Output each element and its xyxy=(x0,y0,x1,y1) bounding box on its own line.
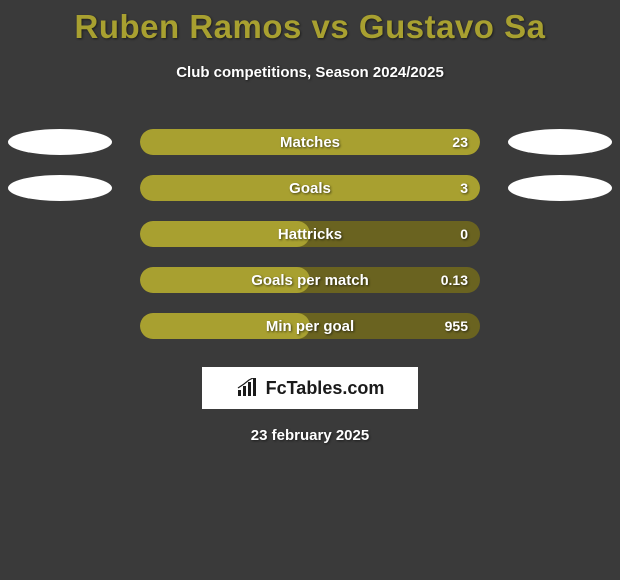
bar-track: Matches23 xyxy=(140,129,480,155)
stat-label: Hattricks xyxy=(140,221,480,247)
bar-track: Hattricks0 xyxy=(140,221,480,247)
date-label: 23 february 2025 xyxy=(0,427,620,444)
stat-value: 955 xyxy=(445,313,468,339)
logo-text: FcTables.com xyxy=(266,378,385,399)
bar-track: Goals per match0.13 xyxy=(140,267,480,293)
stat-row: Goals per match0.13 xyxy=(0,257,620,303)
stat-value: 0.13 xyxy=(441,267,468,293)
stat-value: 3 xyxy=(460,175,468,201)
left-ellipse xyxy=(8,129,112,155)
stat-label: Matches xyxy=(140,129,480,155)
chart-icon xyxy=(236,378,260,398)
stat-row: Goals3 xyxy=(0,165,620,211)
right-ellipse xyxy=(508,175,612,201)
stat-value: 23 xyxy=(452,129,468,155)
stat-label: Min per goal xyxy=(140,313,480,339)
stat-row: Hattricks0 xyxy=(0,211,620,257)
stat-row: Matches23 xyxy=(0,119,620,165)
page-title: Ruben Ramos vs Gustavo Sa xyxy=(0,0,620,46)
comparison-bars: Matches23 Goals3 Hattricks0 Goals per match… xyxy=(0,119,620,349)
stat-row: Min per goal955 xyxy=(0,303,620,349)
bar-track: Goals3 xyxy=(140,175,480,201)
right-ellipse xyxy=(508,129,612,155)
bar-track: Min per goal955 xyxy=(140,313,480,339)
left-ellipse xyxy=(8,175,112,201)
stat-value: 0 xyxy=(460,221,468,247)
stat-label: Goals per match xyxy=(140,267,480,293)
fctables-logo[interactable]: FcTables.com xyxy=(202,367,418,409)
stat-label: Goals xyxy=(140,175,480,201)
subtitle: Club competitions, Season 2024/2025 xyxy=(0,64,620,81)
